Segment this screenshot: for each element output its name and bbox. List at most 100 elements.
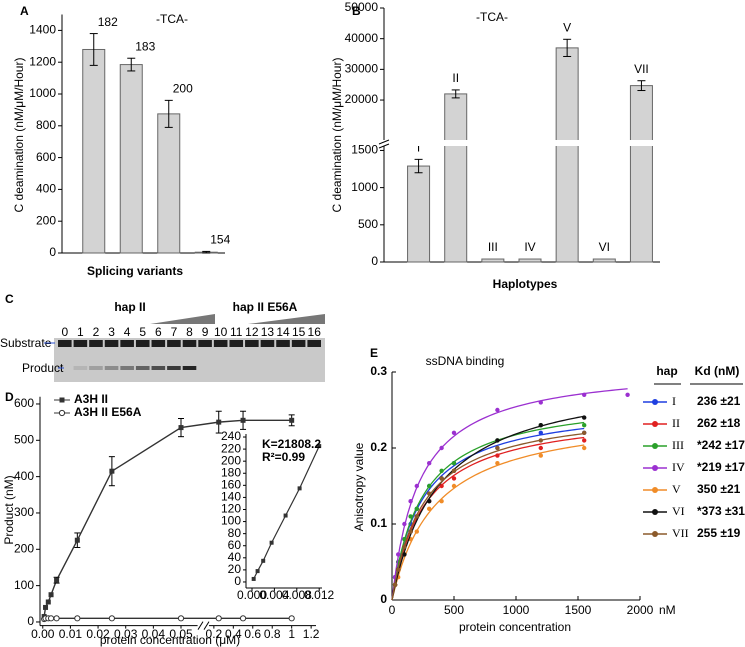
lane-number: 4: [124, 325, 131, 339]
panel-label: B: [352, 4, 361, 18]
data-point: [439, 445, 444, 451]
inset-y-tick-label: 220: [221, 441, 241, 455]
product-band: [135, 366, 150, 370]
data-point: [427, 506, 432, 511]
x-tick-label: 0.2: [206, 627, 223, 641]
data-point: [582, 423, 587, 428]
legend-label: III: [672, 438, 684, 452]
lane-number: 16: [308, 325, 322, 339]
data-point: [396, 552, 401, 557]
inset-y-tick-label: 240: [221, 429, 241, 443]
lane-number: 10: [214, 325, 228, 339]
fit-curve: [391, 415, 585, 601]
substrate-band: [167, 340, 181, 347]
data-point: [439, 468, 444, 473]
category-label: 154: [210, 233, 230, 247]
axis-break: [378, 140, 660, 146]
data-point: [289, 417, 295, 423]
data-point: [451, 483, 457, 489]
substrate-band: [213, 340, 228, 347]
substrate-band: [245, 340, 259, 347]
lane-number: 15: [292, 325, 306, 339]
data-point: [495, 407, 500, 413]
legend-marker: [652, 487, 658, 493]
y-tick-label: 600: [36, 150, 56, 164]
y-tick-label: 30000: [345, 62, 379, 76]
y-tick-label: 400: [14, 469, 34, 483]
lane-number: 11: [230, 325, 243, 339]
data-point: [178, 425, 184, 431]
category-label: VI: [599, 240, 610, 254]
substrate-band: [89, 340, 103, 347]
x-axis-label: Splicing variants: [87, 264, 183, 278]
y-tick-label: 0.1: [370, 516, 387, 530]
data-point: [45, 599, 51, 605]
y-tick-label: 200: [14, 541, 34, 555]
data-point: [392, 582, 398, 587]
inset-y-tick-label: 200: [221, 453, 241, 467]
y-tick-label: 100: [14, 578, 34, 592]
data-point: [427, 499, 432, 504]
data-point: [239, 615, 247, 622]
legend-label: I: [672, 394, 676, 408]
y-tick-label: 1000: [29, 86, 56, 100]
inset-y-tick-label: 100: [221, 514, 241, 528]
inset-point: [317, 444, 322, 449]
product-band: [73, 366, 88, 370]
data-point: [47, 615, 55, 622]
data-point: [538, 430, 543, 435]
panel-label: D: [5, 390, 14, 404]
inset-x-tick-label: 0.008: [282, 588, 312, 602]
y-tick-label: 1500: [351, 143, 378, 157]
inset-y-tick-label: 120: [221, 502, 241, 516]
data-point: [402, 544, 407, 549]
data-point: [43, 604, 49, 610]
x-unit: nM: [659, 603, 676, 617]
chart-title: -TCA-: [476, 10, 508, 24]
data-point: [538, 445, 543, 451]
bar: [518, 258, 542, 263]
x-axis-label: protein concentration: [459, 620, 571, 634]
data-point: [108, 615, 115, 622]
series-line: [43, 419, 292, 617]
data-point: [538, 423, 543, 428]
x-tick-label: 2000: [627, 603, 654, 617]
fit-curve: [391, 421, 585, 601]
category-label: V: [563, 20, 571, 34]
chart-title: ssDNA binding: [426, 354, 505, 368]
legend-marker: [58, 409, 66, 417]
inset-point: [251, 576, 256, 581]
legend-header: Kd (nM): [695, 364, 740, 378]
data-point: [451, 461, 457, 466]
x-tick-label: 500: [444, 603, 464, 617]
data-point: [582, 430, 587, 435]
data-point: [74, 615, 81, 622]
data-point: [240, 417, 246, 423]
y-tick-label: 1200: [29, 54, 56, 68]
y-axis-label: C deamination (nM/μM/Hour): [12, 58, 26, 213]
inset-y-tick-label: 60: [228, 538, 242, 552]
legend-label: VII: [672, 526, 689, 540]
data-point: [582, 392, 587, 397]
bar: [481, 258, 505, 263]
product-band: [120, 366, 134, 370]
bar: [555, 47, 579, 263]
substrate-band: [104, 340, 119, 347]
y-tick-label: 500: [14, 432, 34, 446]
data-point: [427, 483, 432, 489]
fit-curve: [391, 436, 585, 601]
data-point: [495, 445, 500, 451]
substrate-band: [276, 340, 290, 347]
group-label: hap II: [114, 300, 145, 314]
lane-number: 9: [202, 325, 209, 339]
kd-label: *242 ±17: [697, 438, 745, 452]
lane-number: 12: [245, 325, 259, 339]
substrate-band: [229, 340, 244, 347]
kd-label: 350 ±21: [697, 482, 741, 496]
category-label: IV: [524, 240, 535, 254]
product-band: [167, 366, 181, 370]
fit-curve: [391, 427, 585, 601]
y-axis-label: C deamination (nM/μM/Hour): [330, 58, 344, 213]
substrate-band: [198, 340, 212, 347]
data-point: [408, 514, 413, 519]
